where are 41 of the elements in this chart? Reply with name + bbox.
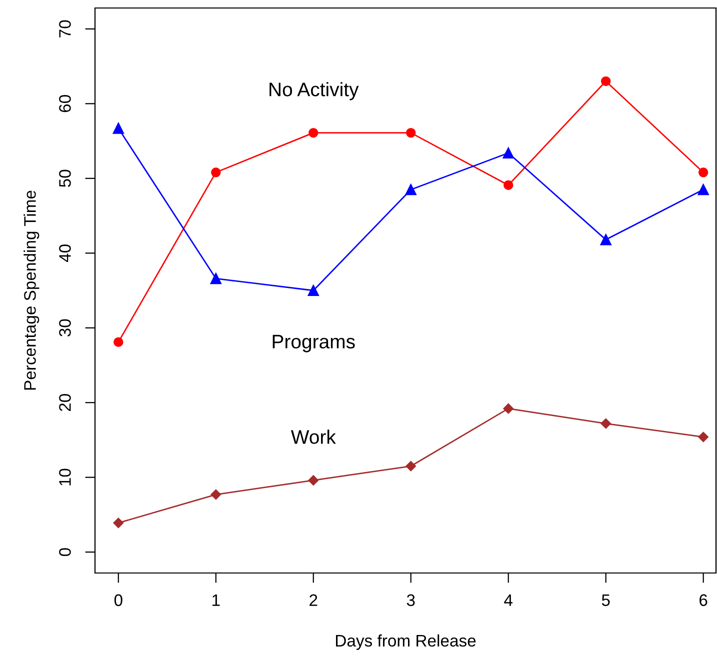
y-tick-label: 60 xyxy=(59,95,71,112)
series-label: Work xyxy=(290,430,336,444)
x-tick-label: 6 xyxy=(700,594,708,606)
y-tick-label: 20 xyxy=(59,394,71,412)
x-tick-label: 3 xyxy=(406,594,415,606)
point xyxy=(308,128,318,138)
point xyxy=(211,168,221,178)
point xyxy=(600,76,611,86)
point xyxy=(308,284,319,296)
point xyxy=(698,432,708,442)
y-tick-label: 10 xyxy=(59,468,71,486)
y-tick-label: 40 xyxy=(59,244,71,262)
point xyxy=(698,184,709,196)
point xyxy=(210,272,222,284)
point xyxy=(308,475,318,486)
point xyxy=(503,403,514,414)
point xyxy=(114,337,124,347)
point xyxy=(503,180,514,190)
x-tick-label: 0 xyxy=(114,594,122,606)
x-tick-label: 4 xyxy=(504,594,512,606)
point xyxy=(113,518,124,528)
y-tick-label: 30 xyxy=(59,319,71,336)
series-label: No Activity xyxy=(270,82,359,100)
point xyxy=(405,184,416,196)
point xyxy=(210,489,221,500)
y-tick-label: 0 xyxy=(59,548,71,556)
point xyxy=(502,147,514,159)
point xyxy=(112,122,124,134)
y-tick-label: 70 xyxy=(59,20,71,38)
x-axis-title: Days from Release xyxy=(336,634,476,650)
y-tick-label: 50 xyxy=(59,170,71,187)
point xyxy=(406,128,416,138)
point xyxy=(600,234,612,246)
text: Programs xyxy=(272,334,355,352)
x-tick-label: 2 xyxy=(310,594,318,606)
point xyxy=(698,168,708,178)
point xyxy=(406,461,416,472)
y-axis-title: Percentage Spending Time xyxy=(24,190,40,390)
x-tick-label: 1 xyxy=(212,594,220,606)
point xyxy=(600,418,611,429)
x-tick-label: 5 xyxy=(602,594,610,606)
